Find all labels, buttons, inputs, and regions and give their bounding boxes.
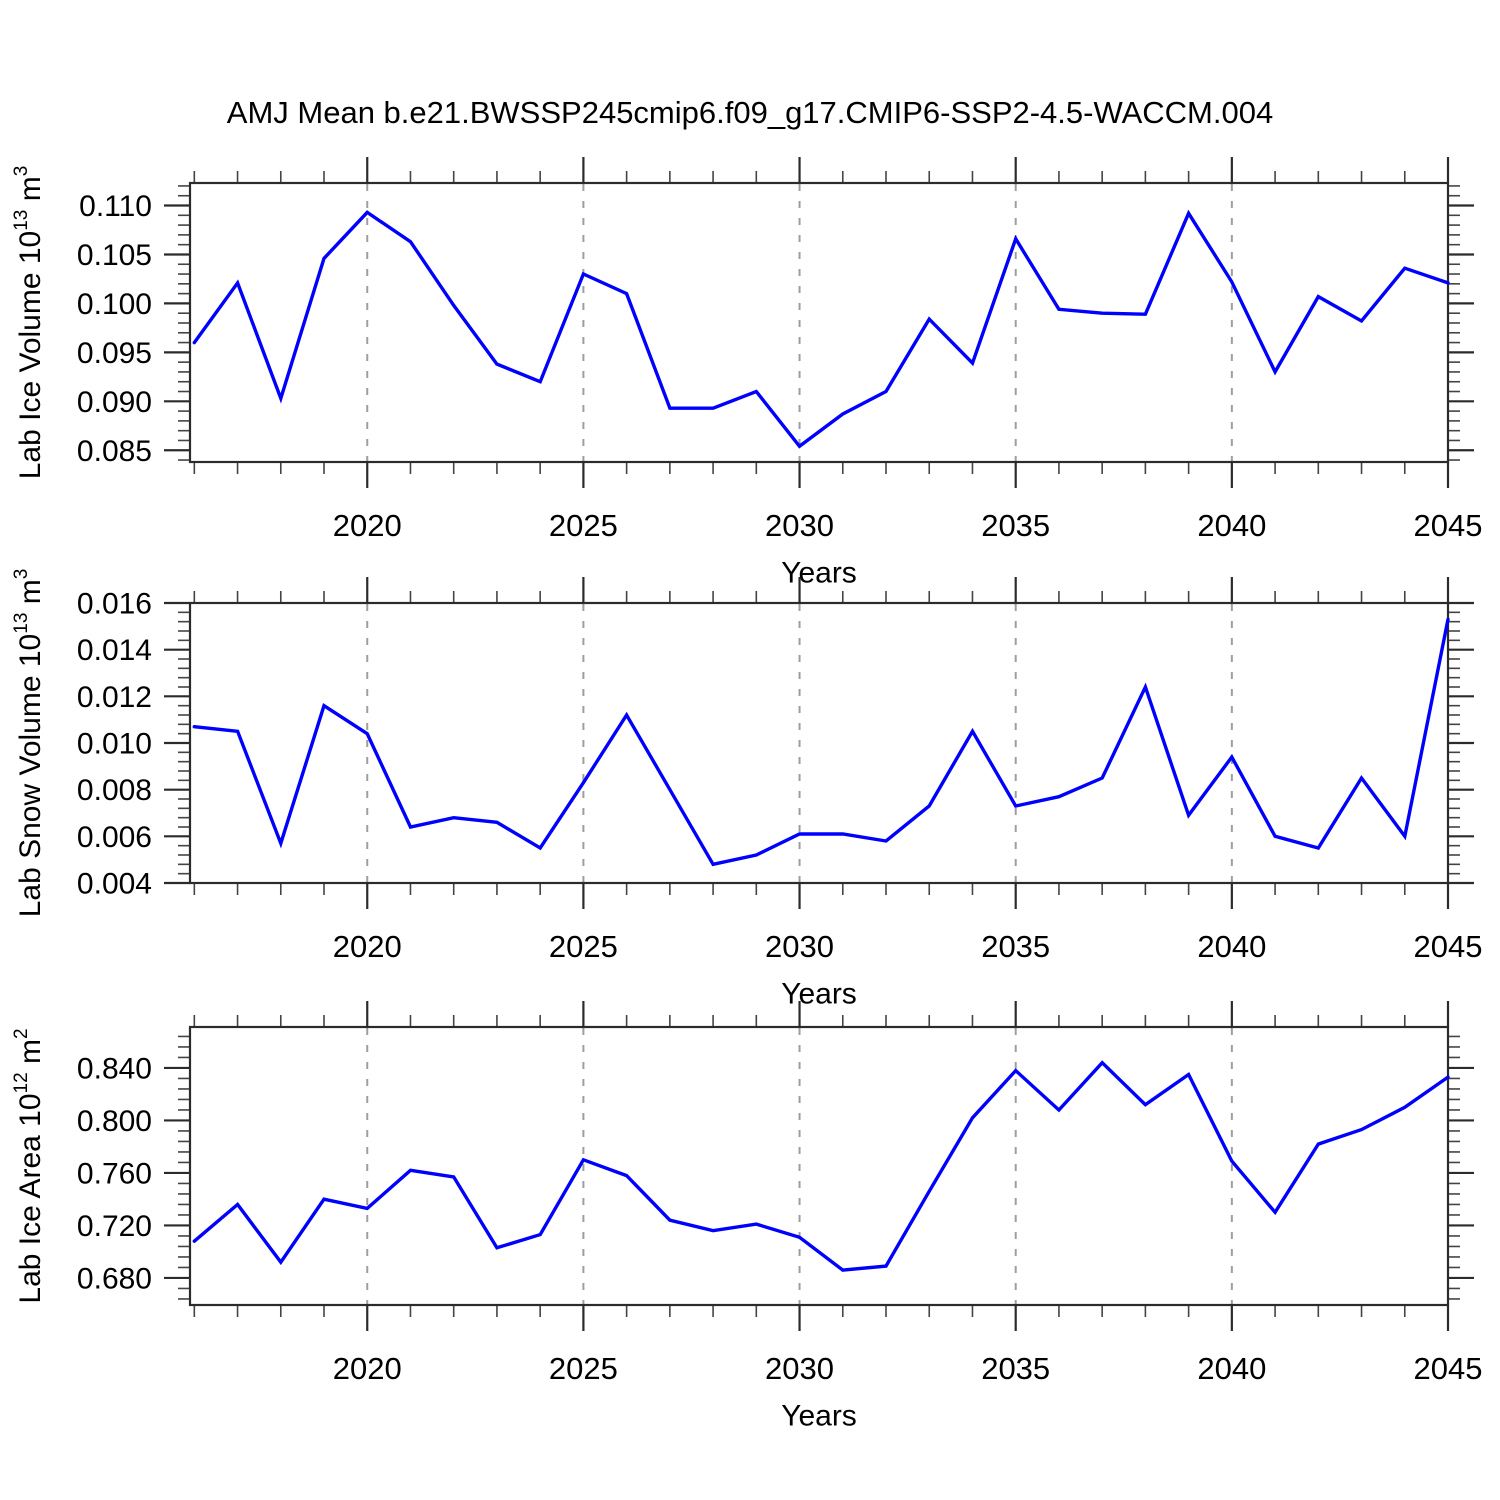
x-tick-label: 2020 <box>333 508 402 543</box>
y-tick-label: 0.008 <box>77 774 152 807</box>
y-tick-label: 0.800 <box>77 1105 152 1138</box>
x-tick-label: 2045 <box>1414 508 1483 543</box>
x-tick-label: 2025 <box>549 929 618 964</box>
y-tick-label: 0.004 <box>77 868 152 901</box>
x-tick-label: 2035 <box>981 929 1050 964</box>
y-tick-label: 0.095 <box>77 337 152 370</box>
y-tick-label: 0.840 <box>77 1052 152 1085</box>
panel-frame <box>188 1025 1450 1307</box>
y-tick-label: 0.006 <box>77 821 152 854</box>
panel-lab-ice-area: 0.680 0.720 0.760 0.800 0.840 2020 2025 2030 203… <box>11 1001 1482 1433</box>
y-tick-label: 0.016 <box>77 588 152 621</box>
x-tick-label: 2030 <box>765 929 834 964</box>
x-tick-label: 2035 <box>981 508 1050 543</box>
y-axis-title: Lab Snow Volume 1013 m3 <box>11 569 47 918</box>
x-tick-label: 2020 <box>333 929 402 964</box>
x-tick-label: 2040 <box>1197 508 1266 543</box>
y-tick-label: 0.014 <box>77 634 152 667</box>
y-tick-label: 0.085 <box>77 435 152 468</box>
x-tick-label: 2040 <box>1197 929 1266 964</box>
x-tick-label: 2025 <box>549 1351 618 1386</box>
y-tick-label: 0.012 <box>77 681 152 714</box>
lab-snow-volume-series-line <box>192 617 1450 867</box>
x-axis-title: Years <box>781 1400 857 1433</box>
figure-title: AMJ Mean b.e21.BWSSP245cmip6.f09_g17.CMI… <box>226 95 1274 130</box>
y-tick-label: 0.100 <box>77 288 152 321</box>
y-tick-label: 0.760 <box>77 1157 152 1190</box>
y-tick-label: 0.720 <box>77 1210 152 1243</box>
x-tick-label: 2035 <box>981 1351 1050 1386</box>
x-tick-label: 2030 <box>765 508 834 543</box>
y-axis-title: Lab Ice Area 1012 m2 <box>11 1028 47 1303</box>
y-tick-label: 0.110 <box>79 190 152 223</box>
y-tick-label: 0.010 <box>77 728 152 761</box>
x-axis-title: Years <box>781 978 857 1011</box>
x-tick-label: 2030 <box>765 1351 834 1386</box>
x-tick-label: 2045 <box>1414 1351 1483 1386</box>
panel-lab-ice-volume: 0.085 0.090 0.095 0.100 0.105 0.110 2020 2025 20… <box>11 157 1482 590</box>
x-axis-title: Years <box>781 557 857 590</box>
panel-lab-snow-volume: 0.004 0.006 0.008 0.010 0.012 0.014 0.016 2020 2… <box>11 569 1482 1011</box>
lab-ice-area-series-line <box>192 1060 1450 1272</box>
x-tick-label: 2045 <box>1414 929 1483 964</box>
y-tick-label: 0.680 <box>77 1262 152 1295</box>
panel-frame <box>188 601 1450 885</box>
lab-ice-volume-series-line <box>192 209 1450 449</box>
panel-frame <box>188 181 1450 464</box>
y-axis-title: Lab Ice Volume 1013 m3 <box>11 166 47 480</box>
y-tick-label: 0.090 <box>77 386 152 419</box>
x-tick-label: 2020 <box>333 1351 402 1386</box>
x-tick-label: 2040 <box>1197 1351 1266 1386</box>
x-tick-label: 2025 <box>549 508 618 543</box>
y-tick-label: 0.105 <box>77 239 152 272</box>
